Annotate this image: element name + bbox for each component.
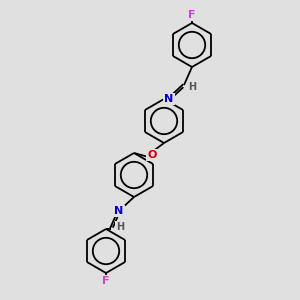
- Text: N: N: [114, 206, 124, 216]
- Text: O: O: [147, 150, 157, 160]
- Text: F: F: [102, 276, 110, 286]
- Text: H: H: [116, 222, 124, 232]
- Text: H: H: [188, 82, 196, 92]
- Text: N: N: [164, 94, 174, 104]
- Text: F: F: [188, 10, 196, 20]
